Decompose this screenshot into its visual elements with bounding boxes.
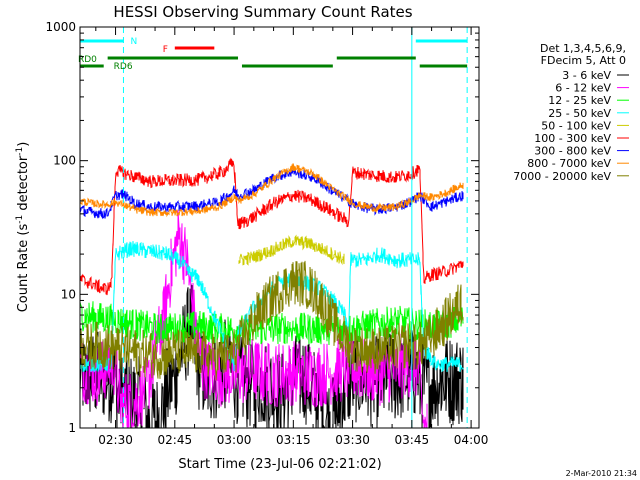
series-line-50-100-kev (238, 234, 345, 266)
y-axis-label: Count Rate (s-1 detector-1) (15, 142, 31, 313)
x-axis-label: Start Time (23-Jul-06 02:21:02) (178, 457, 381, 472)
chart-title: HESSI Observing Summary Count Rates (113, 3, 412, 21)
series-line-100-300-kev (80, 157, 464, 296)
y-tick-label: 1000 (45, 20, 76, 34)
segment-label: RD0 (78, 55, 97, 65)
legend: Det 1,3,4,5,6,9,FDecim 5, Att 0 3 - 6 keV… (513, 42, 629, 183)
y-tick-label: 10 (61, 287, 76, 301)
legend-header: FDecim 5, Att 0 (541, 54, 626, 67)
segment-label: F (163, 45, 168, 55)
legend-entry: 7000 - 20000 keV (513, 170, 611, 183)
legend-entry: 3 - 6 keV (562, 69, 611, 82)
x-tick-label: 03:15 (276, 433, 311, 447)
footer-date: 2-Mar-2010 21:34 (566, 469, 637, 478)
y-tick-label: 100 (53, 154, 76, 168)
series-line-6-12-kev (80, 210, 428, 428)
legend-entry: 300 - 800 keV (534, 145, 611, 158)
x-tick-label: 03:00 (217, 433, 252, 447)
x-tick-label: 02:30 (98, 433, 133, 447)
x-tick-label: 03:30 (335, 433, 370, 447)
series-line-12-25-kev (80, 301, 464, 346)
x-tick-label: 02:45 (158, 433, 193, 447)
legend-entry: 800 - 7000 keV (527, 157, 611, 170)
series-line-800-7000-kev (80, 163, 464, 218)
series-line-7000-20000-kev (80, 260, 464, 381)
legend-header: Det 1,3,4,5,6,9, (540, 42, 626, 55)
legend-entry: 100 - 300 keV (534, 132, 611, 145)
segment-label: RD6 (114, 62, 133, 72)
legend-entry: 50 - 100 keV (541, 119, 611, 132)
plot-frame (79, 26, 480, 429)
x-tick-label: 04:00 (454, 433, 489, 447)
legend-entry: 6 - 12 keV (555, 82, 611, 95)
x-tick-label: 03:45 (395, 433, 430, 447)
y-tick-label: 1 (68, 421, 76, 435)
legend-entry: 12 - 25 keV (548, 94, 611, 107)
legend-entry: 25 - 50 keV (548, 107, 611, 120)
segment-label: N (130, 37, 137, 47)
